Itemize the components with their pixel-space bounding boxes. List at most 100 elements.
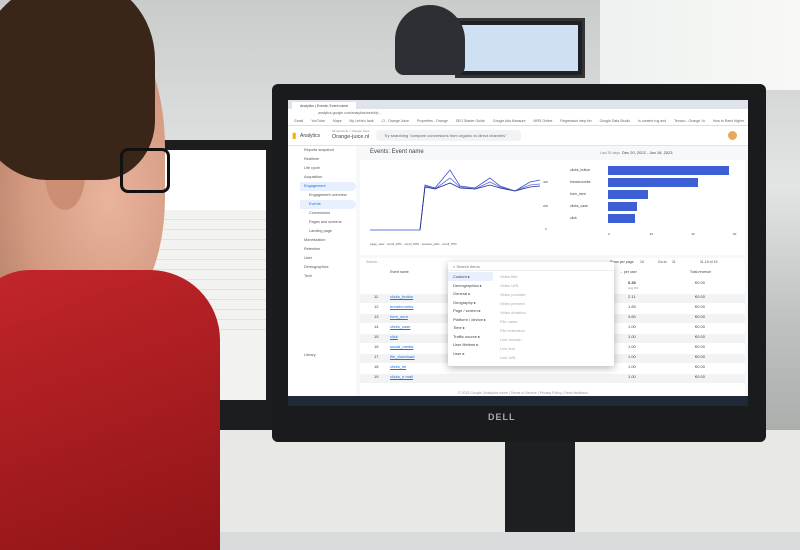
bar-label: form_sent: [570, 192, 586, 196]
bookmark[interactable]: Gmail: [294, 119, 304, 123]
nav-item[interactable]: Pages and screens: [309, 220, 342, 224]
avatar[interactable]: [728, 131, 737, 140]
bookmark[interactable]: Maps: [332, 119, 342, 123]
menu-category[interactable]: User lifetime ▸: [453, 342, 479, 347]
menu-category-label: User: [453, 350, 462, 356]
bar-tick: 40: [691, 232, 695, 236]
browser-tab[interactable]: Analytics | Events: Event name: [292, 102, 357, 110]
nav-item[interactable]: Landing page: [309, 229, 333, 233]
nav-item[interactable]: User: [304, 256, 313, 260]
dimension-menu: ⌕ Search items Custom ▸ Demographics ▸ Gen…: [448, 262, 614, 366]
nav-item[interactable]: Retention: [304, 247, 321, 251]
menu-category[interactable]: General ▸: [453, 291, 471, 296]
nav-item[interactable]: Acquisition: [304, 175, 323, 179]
line-series: [370, 169, 541, 231]
table-search[interactable]: Search...: [366, 260, 381, 264]
column-header[interactable]: Total revenue: [690, 270, 712, 274]
menu-item[interactable]: Link URL: [500, 355, 517, 360]
menu-item[interactable]: Video title: [500, 274, 518, 279]
menu-category[interactable]: Custom ▸: [448, 272, 493, 281]
nav-item[interactable]: Reports snapshot: [304, 148, 334, 152]
row-number: 19: [374, 374, 379, 379]
menu-category[interactable]: Geography ▸: [453, 299, 476, 305]
nav-item[interactable]: Events: [300, 200, 356, 209]
date-label: Last 30 days: [600, 151, 620, 155]
event-link[interactable]: breadcrumbs: [390, 304, 414, 309]
bar-tick: 20: [649, 232, 653, 236]
row-number: 14: [374, 324, 379, 329]
window: [600, 0, 800, 90]
column-header[interactable]: ... per user: [620, 270, 637, 274]
bookmark[interactable]: Properties - Orange: [416, 119, 448, 123]
menu-category[interactable]: Platform / device ▸: [453, 316, 486, 322]
pagination[interactable]: 11-19 of 19: [700, 260, 718, 264]
event-link[interactable]: clicks_case: [390, 324, 411, 329]
bookmark[interactable]: SEO Starter Guide: [455, 119, 485, 123]
rows-per-page-select[interactable]: 10: [640, 260, 644, 264]
report-title: Events: Event name: [370, 149, 424, 155]
menu-category[interactable]: User ▸: [453, 350, 465, 356]
event-link[interactable]: form_sent: [390, 314, 408, 319]
per-user: 1.00: [628, 374, 636, 379]
analytics-header: ▮ Analytics All accounts > Orange Juice …: [288, 126, 748, 146]
property-selector[interactable]: Orange-juice.nl: [332, 134, 370, 140]
bookmark[interactable]: Google Data Studio: [599, 119, 631, 123]
nav-item[interactable]: Monetization: [304, 238, 326, 242]
menu-category[interactable]: Page / screen ▸: [453, 308, 481, 313]
total-revenue: €0.00: [695, 280, 706, 285]
menu-item[interactable]: File extension: [500, 328, 525, 333]
event-link[interactable]: clicks_button: [390, 294, 414, 299]
bookmark[interactable]: My LeHa's fault: [349, 119, 374, 123]
menu-item[interactable]: Video URL: [500, 283, 520, 288]
analytics-logo-icon: ▮: [292, 131, 297, 140]
bookmark[interactable]: Google Ads Measure: [492, 119, 526, 123]
nav-item[interactable]: Conversions: [309, 211, 331, 215]
event-link[interactable]: clicks_e-mail: [390, 374, 413, 379]
address-bar[interactable]: analytics.google.com/analytics/web/#/p..…: [288, 109, 748, 118]
row-number: 15: [374, 334, 379, 339]
goto-input[interactable]: 11: [672, 260, 676, 264]
menu-category[interactable]: Traffic source ▸: [453, 333, 481, 339]
table-row: 12 breadcrumbs 1.83 €0.00: [360, 304, 745, 313]
nav-item[interactable]: Demographics: [304, 265, 329, 269]
menu-item[interactable]: Video percent: [500, 301, 525, 306]
bar[interactable]: [608, 166, 729, 175]
event-link[interactable]: clicks_tel: [390, 364, 407, 369]
bookmark[interactable]: How to Rank Higher: [712, 119, 745, 123]
bookmark[interactable]: YouTube: [311, 119, 325, 123]
search-input[interactable]: Try searching "compare conversions from …: [376, 130, 521, 141]
date-range-picker[interactable]: Dec 20, 2022 - Jan 18, 2023: [622, 150, 673, 155]
nav-item[interactable]: Engagement overview: [309, 193, 347, 197]
nav-rail: [288, 146, 300, 406]
menu-item[interactable]: Video provider: [500, 292, 526, 297]
bookmark[interactable]: Is content rug and: [638, 119, 667, 123]
menu-item[interactable]: File name: [500, 319, 518, 324]
bar[interactable]: [608, 214, 636, 223]
menu-item[interactable]: Video duration: [500, 310, 526, 315]
nav-item[interactable]: Life cycle: [304, 166, 320, 170]
nav-item[interactable]: Library: [304, 353, 316, 357]
monitor-stand: [505, 432, 575, 532]
menu-item[interactable]: Link text: [500, 346, 515, 351]
bar[interactable]: [608, 178, 698, 187]
glasses: [120, 148, 170, 193]
bookmark[interactable]: Regression step fun: [560, 119, 592, 123]
menu-category-label: General: [453, 291, 468, 296]
column-header[interactable]: Event name: [390, 270, 409, 274]
nav-item[interactable]: Realtime: [304, 157, 319, 161]
menu-category[interactable]: Time ▸: [453, 325, 465, 330]
event-link[interactable]: click: [390, 334, 398, 339]
menu-search[interactable]: ⌕ Search items: [448, 262, 614, 271]
nav-item[interactable]: Tech: [304, 274, 313, 278]
bookmark[interactable]: CI - Orange Juice: [381, 119, 409, 123]
event-link[interactable]: file_download: [390, 354, 415, 359]
bookmark[interactable]: MRS Online: [533, 119, 553, 123]
bar[interactable]: [608, 190, 648, 199]
bar[interactable]: [608, 202, 638, 211]
legend-item: scroll_75%: [442, 242, 457, 246]
bookmark[interactable]: Tenaxo - Orange Ju: [674, 119, 705, 123]
menu-item[interactable]: Link domain: [500, 337, 522, 342]
menu-category[interactable]: Demographics ▸: [453, 282, 482, 288]
nav-item[interactable]: Engagement: [300, 182, 356, 191]
event-link[interactable]: social_media: [390, 344, 414, 349]
